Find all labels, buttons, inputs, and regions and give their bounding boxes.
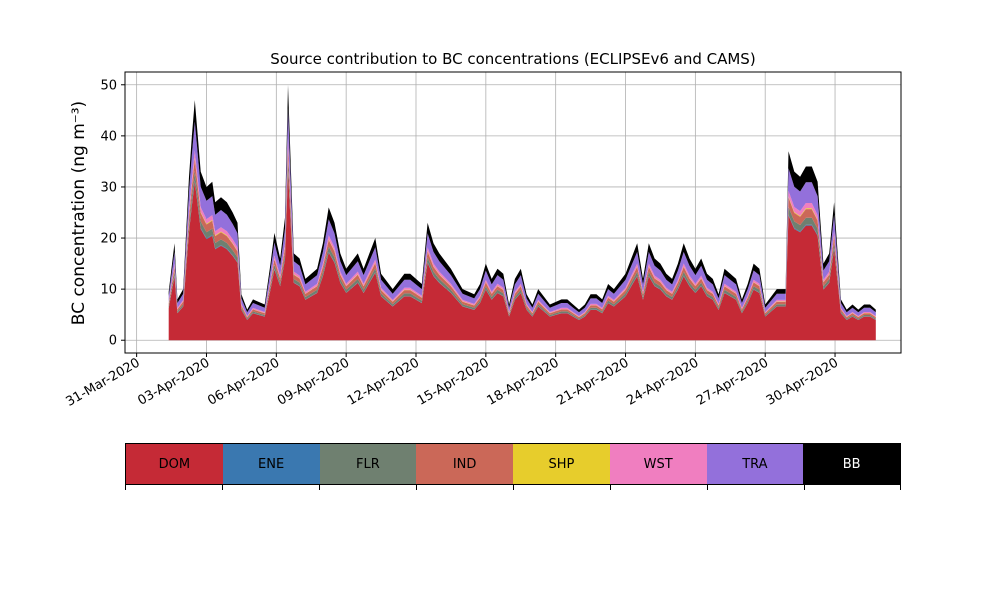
legend-item-wst: WST	[609, 444, 707, 484]
legend-item-ene: ENE	[222, 444, 320, 484]
x-tick-label: 27-Apr-2020	[694, 355, 771, 408]
y-tick-label: 50	[100, 78, 117, 93]
x-tick-label: 03-Apr-2020	[135, 355, 212, 408]
chart-title: Source contribution to BC concentrations…	[270, 50, 755, 68]
legend-tick	[319, 485, 320, 490]
legend-tick	[900, 485, 901, 490]
legend-tick	[416, 485, 417, 490]
y-tick-label: 0	[109, 334, 117, 349]
y-tick-label: 30	[100, 180, 117, 195]
x-tick-label: 12-Apr-2020	[345, 355, 422, 408]
legend-item-dom: DOM	[126, 444, 223, 484]
y-tick-label: 10	[100, 283, 117, 298]
stacked-area-layer	[168, 84, 876, 341]
legend-tick-row	[125, 485, 901, 491]
y-tick-label: 20	[100, 232, 117, 247]
legend-tick	[125, 485, 126, 490]
plot-frame	[124, 71, 902, 354]
legend-tick	[804, 485, 805, 490]
legend-item-flr: FLR	[319, 444, 417, 484]
legend-item-bb: BB	[803, 444, 900, 484]
x-tick-label: 24-Apr-2020	[624, 355, 701, 408]
axis-layer: 0 10 20 30 40 50 31-Mar-202003-Apr-202006-Apr-…	[64, 78, 842, 410]
legend-tick	[610, 485, 611, 490]
legend-item-tra: TRA	[706, 444, 804, 484]
legend-tick	[513, 485, 514, 490]
legend-item-shp: SHP	[513, 444, 610, 484]
x-tick-label: 30-Apr-2020	[764, 355, 841, 408]
y-axis-label: BC concentration (ng m⁻³)	[69, 101, 89, 325]
x-tick-label: 06-Apr-2020	[205, 355, 282, 408]
bc-stacked-area-chart: 0 10 20 30 40 50 31-Mar-202003-Apr-202006-Apr-…	[64, 50, 902, 410]
x-tick-label: 21-Apr-2020	[554, 355, 631, 408]
x-tick-label: 15-Apr-2020	[415, 355, 492, 408]
area-series-dom	[168, 171, 876, 341]
legend-tick	[707, 485, 708, 490]
source-legend-bar: DOM ENE FLR IND SHP WST TRA BB	[125, 443, 901, 485]
x-tick-label: 31-Mar-2020	[64, 355, 143, 409]
legend-item-ind: IND	[416, 444, 513, 484]
legend-tick	[222, 485, 223, 490]
x-tick-label: 18-Apr-2020	[485, 355, 562, 408]
x-tick-label: 09-Apr-2020	[275, 355, 352, 408]
y-tick-label: 40	[100, 129, 117, 144]
